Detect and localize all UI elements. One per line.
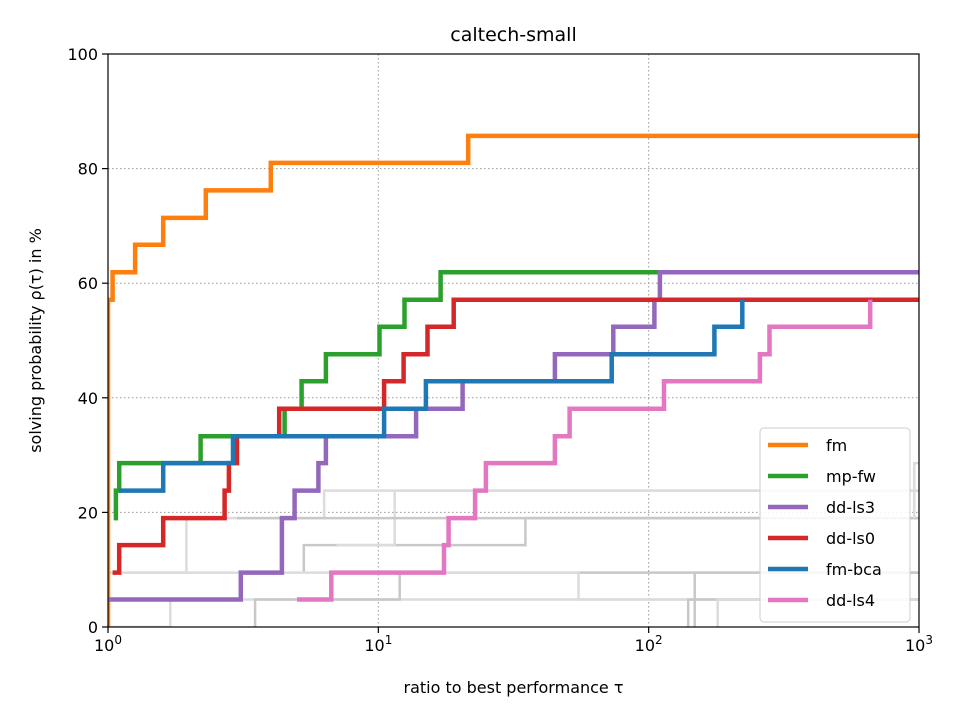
legend-label-dd-ls3: dd-ls3 (826, 498, 875, 517)
background-series-line (336, 489, 919, 547)
x-tick-label: 100 (94, 633, 122, 655)
legend-label-mp-fw: mp-fw (826, 467, 876, 486)
x-tick-label-base: 10 (635, 636, 655, 655)
background-series-line (912, 461, 919, 519)
x-tick-label: 101 (364, 633, 392, 655)
background-series-line (108, 598, 919, 627)
x-tick-label-base: 10 (364, 636, 384, 655)
x-tick-label-exp: 1 (385, 633, 393, 647)
legend-label-fm: fm (826, 436, 847, 455)
x-tick-label: 102 (635, 633, 663, 655)
y-axis-label: solving probability ρ(τ) in % (26, 228, 45, 453)
x-tick-label-base: 10 (905, 636, 925, 655)
series-line-fm-bca (119, 299, 745, 493)
series-line-mp-fw (113, 270, 919, 521)
x-tick-label-exp: 0 (114, 633, 122, 647)
legend: fm mp-fw dd-ls3 dd-ls0 fm-bca dd-ls4 (759, 427, 911, 623)
x-tick-label-base: 10 (94, 636, 114, 655)
x-axis-label: ratio to best performance τ (403, 678, 623, 697)
legend-label-dd-ls0: dd-ls0 (826, 529, 875, 548)
plot-frame (107, 53, 920, 628)
y-tick-label: 0 (88, 618, 98, 637)
main-series (108, 133, 919, 627)
legend-label-fm-bca: fm-bca (826, 560, 882, 579)
series-line-fm (108, 133, 919, 627)
y-tick-label: 20 (78, 503, 98, 522)
x-tick-label-exp: 2 (655, 633, 663, 647)
y-tick-label: 80 (78, 160, 98, 179)
y-tick-label: 40 (78, 389, 98, 408)
y-tick-label: 60 (78, 274, 98, 293)
chart-title: caltech-small (450, 24, 576, 46)
x-tick-label: 103 (905, 633, 933, 655)
series-line-dd-ls3 (108, 270, 919, 602)
series-line-dd-ls4 (297, 299, 873, 602)
legend-label-dd-ls4: dd-ls4 (826, 591, 875, 610)
x-tick-label-exp: 3 (925, 633, 933, 647)
y-tick-label: 100 (67, 45, 98, 64)
